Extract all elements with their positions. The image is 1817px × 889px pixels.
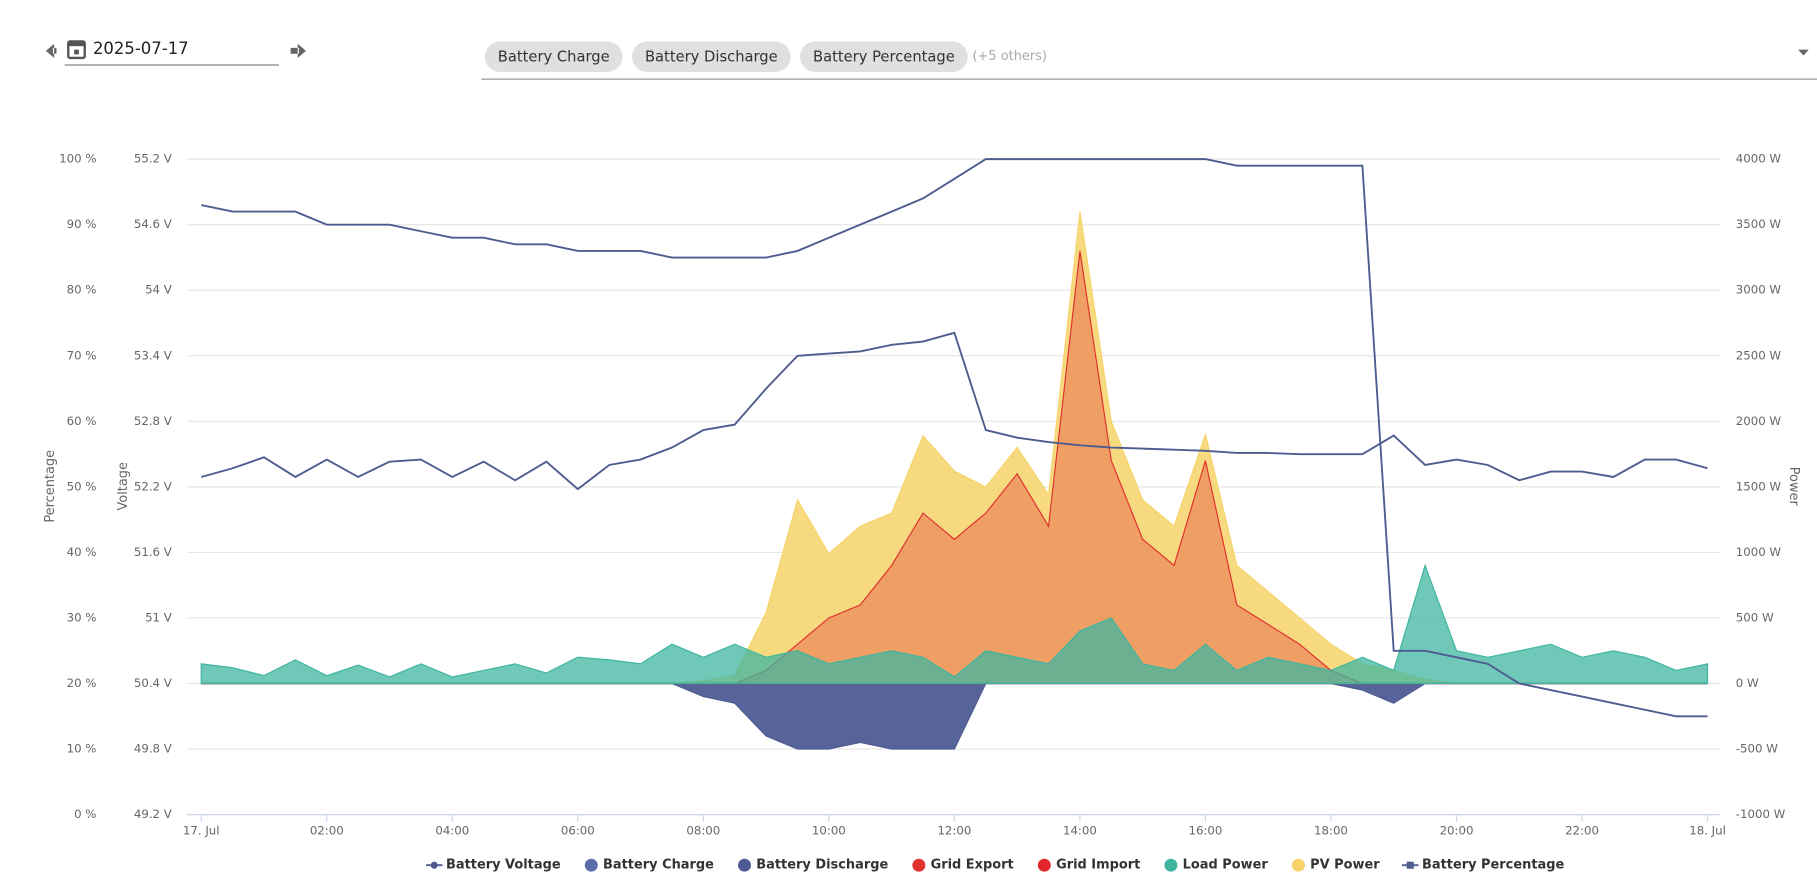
legend-item[interactable]: Battery Charge <box>584 858 714 873</box>
percentage-tick-label: 20 % <box>67 676 97 690</box>
legend-item[interactable]: PV Power <box>1291 858 1380 873</box>
legend-item[interactable]: Battery Discharge <box>738 858 888 873</box>
percentage-tick-label: 0 % <box>74 807 96 821</box>
power-tick-label: 1500 W <box>1736 479 1782 493</box>
x-tick-label: 10:00 <box>812 824 846 838</box>
area <box>201 682 1708 750</box>
prev-day[interactable] <box>45 43 57 58</box>
percentage-tick-label: 30 % <box>67 610 97 624</box>
legend-item[interactable]: Grid Export <box>912 858 1014 873</box>
line <box>201 158 1708 718</box>
legend-symbol <box>430 861 438 869</box>
x-tick-label: 22:00 <box>1565 824 1599 838</box>
voltage-tick-label: 50.4 V <box>134 676 172 690</box>
percentage-tick-label: 40 % <box>67 545 97 559</box>
chart: -1000 W -500 W 0 W 500 W 1000 W 1500 W 2000 W 2… <box>43 152 1801 873</box>
legend-label: Grid Import <box>1056 858 1140 873</box>
power-tick-label: 3000 W <box>1736 283 1782 297</box>
power-axis-title: Power <box>1786 467 1801 507</box>
chip-label: Battery Discharge <box>645 48 778 65</box>
voltage-tick-label: 54 V <box>145 283 172 297</box>
series-selector[interactable]: Battery Charge Battery Discharge Battery P… <box>484 41 1047 73</box>
legend-label: Battery Discharge <box>756 858 888 873</box>
chip[interactable]: Battery Percentage <box>800 41 968 73</box>
dropdown-arrow[interactable] <box>1798 49 1809 56</box>
power-tick-label: 3500 W <box>1736 217 1782 231</box>
voltage-tick-label: 52.8 V <box>134 414 172 428</box>
legend-item[interactable]: Load Power <box>1164 858 1268 873</box>
voltage-tick-label: 54.6 V <box>134 217 172 231</box>
voltage-tick-label: 49.2 V <box>134 807 172 821</box>
power-tick-label: 2000 W <box>1736 414 1782 428</box>
area <box>201 250 1708 685</box>
percentage-tick-label: 80 % <box>67 283 97 297</box>
date-input[interactable]: 2025-07-17 <box>93 39 189 58</box>
legend: Battery Voltage Battery Charge Battery Dis… <box>426 858 1565 873</box>
percentage-tick-label: 90 % <box>67 217 97 231</box>
area <box>200 563 1709 685</box>
x-tick-label: 06:00 <box>561 824 595 838</box>
x-tick-label: 08:00 <box>686 824 720 838</box>
legend-label: Load Power <box>1183 858 1269 873</box>
x-tick-label: 18:00 <box>1314 824 1348 838</box>
legend-symbol <box>1037 858 1051 872</box>
legend-symbol <box>912 858 926 872</box>
more-chips: (+5 others) <box>972 49 1046 64</box>
voltage-tick-label: 51.6 V <box>134 545 172 559</box>
legend-label: Battery Percentage <box>1422 858 1565 873</box>
legend-item[interactable]: Battery Percentage <box>1401 858 1565 873</box>
chip-bg <box>484 41 623 73</box>
power-tick-label: 500 W <box>1736 610 1774 624</box>
x-tick-label: 02:00 <box>310 824 344 838</box>
voltage-tick-label: 53.4 V <box>134 348 172 362</box>
next-day[interactable] <box>290 43 306 58</box>
x-tick-label: 20:00 <box>1440 824 1474 838</box>
calendar-icon[interactable] <box>67 40 86 60</box>
x-tick-label: 18. Jul <box>1689 824 1726 838</box>
voltage-axis-title: Voltage <box>116 462 131 511</box>
percentage-tick-label: 100 % <box>59 152 96 166</box>
chip-label: Battery Percentage <box>813 48 955 65</box>
legend-symbol <box>738 858 751 872</box>
legend-label: PV Power <box>1310 858 1380 873</box>
chip-bg <box>800 41 968 73</box>
legend-symbol <box>1406 861 1414 869</box>
power-tick-label: 1000 W <box>1736 545 1782 559</box>
legend-symbol <box>584 858 598 872</box>
x-tick-label: 04:00 <box>435 824 469 838</box>
legend-label: Battery Charge <box>603 858 714 873</box>
legend-symbol <box>1164 858 1178 872</box>
chip-label: Battery Charge <box>498 48 610 65</box>
legend-item[interactable]: Battery Voltage <box>426 858 561 873</box>
percentage-tick-label: 70 % <box>67 348 97 362</box>
percentage-tick-label: 50 % <box>67 479 97 493</box>
power-tick-label: 0 W <box>1736 676 1759 690</box>
power-tick-label: -1000 W <box>1736 807 1786 821</box>
x-tick-label: 17. Jul <box>183 824 220 838</box>
line <box>200 331 1708 491</box>
chip[interactable]: Battery Discharge <box>632 41 791 73</box>
legend-label: Battery Voltage <box>446 858 561 873</box>
x-tick-label: 16:00 <box>1189 824 1223 838</box>
chip-bg <box>632 41 791 73</box>
voltage-tick-label: 52.2 V <box>134 479 172 493</box>
voltage-tick-label: 55.2 V <box>134 152 172 166</box>
voltage-tick-label: 49.8 V <box>134 742 172 756</box>
voltage-tick-label: 51 V <box>145 610 172 624</box>
legend-symbol <box>1291 858 1305 872</box>
legend-item[interactable]: Grid Import <box>1037 858 1140 873</box>
power-tick-label: 4000 W <box>1736 152 1782 166</box>
chip[interactable]: Battery Charge <box>484 41 623 73</box>
percentage-tick-label: 60 % <box>67 414 97 428</box>
percentage-axis-title: Percentage <box>43 450 58 523</box>
legend-label: Grid Export <box>931 858 1014 873</box>
x-tick-label: 12:00 <box>937 824 971 838</box>
power-tick-label: 2500 W <box>1736 348 1782 362</box>
x-tick-label: 14:00 <box>1063 824 1097 838</box>
power-tick-label: -500 W <box>1736 742 1778 756</box>
percentage-tick-label: 10 % <box>67 742 97 756</box>
